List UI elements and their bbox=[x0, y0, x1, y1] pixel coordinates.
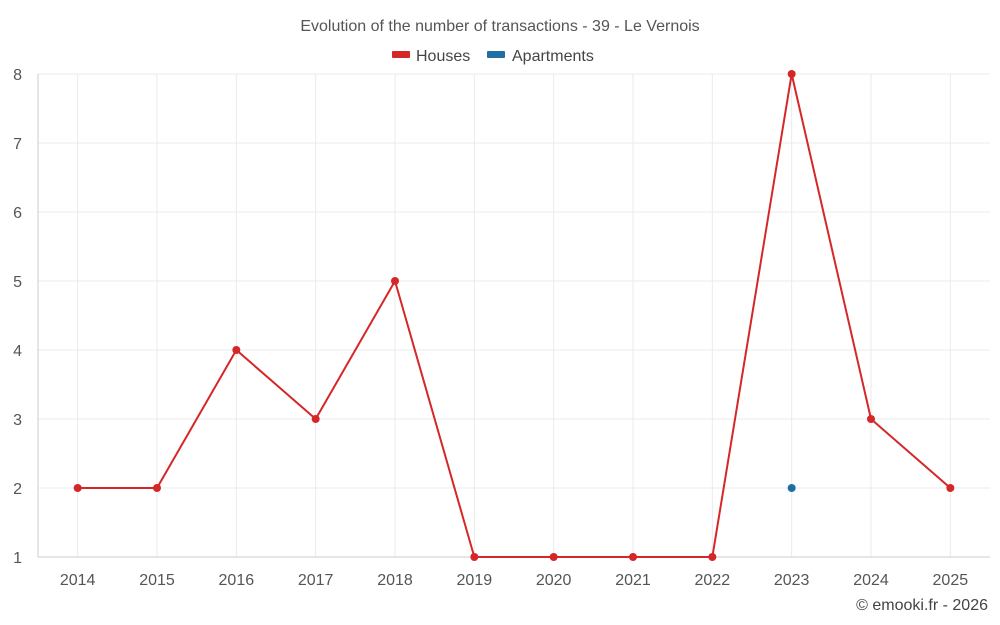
legend-label-houses[interactable]: Houses bbox=[416, 48, 470, 65]
x-tick-label: 2025 bbox=[933, 572, 969, 589]
y-tick-label: 4 bbox=[13, 343, 22, 360]
chart-title: Evolution of the number of transactions … bbox=[300, 18, 699, 35]
data-point-apartments[interactable] bbox=[787, 484, 796, 492]
y-tick-label: 1 bbox=[13, 550, 22, 567]
legend-swatch-houses bbox=[392, 51, 410, 58]
axes: 1 2 3 4 5 6 7 8 2014 2015 2016 2017 2018 2019 2020 2021… bbox=[13, 67, 990, 589]
x-tick-label: 2023 bbox=[774, 572, 810, 589]
x-tick-label: 2014 bbox=[60, 572, 96, 589]
data-point-houses[interactable] bbox=[232, 346, 241, 354]
data-point-houses[interactable] bbox=[73, 484, 82, 492]
data-point-houses[interactable] bbox=[787, 70, 796, 78]
y-tick-label: 6 bbox=[13, 205, 22, 222]
data-point-houses[interactable] bbox=[946, 484, 955, 492]
legend-label-apartments[interactable]: Apartments bbox=[512, 48, 594, 65]
y-tick-label: 7 bbox=[13, 136, 22, 153]
data-point-houses[interactable] bbox=[391, 277, 399, 285]
x-tick-label: 2015 bbox=[139, 572, 175, 589]
x-tick-label: 2021 bbox=[615, 572, 651, 589]
credit-text: © emooki.fr - 2026 bbox=[856, 597, 988, 614]
legend: Houses Apartments bbox=[392, 48, 594, 65]
data-point-houses[interactable] bbox=[549, 553, 558, 561]
x-tick-label: 2020 bbox=[536, 572, 572, 589]
data-point-houses[interactable] bbox=[867, 415, 875, 423]
data-point-houses[interactable] bbox=[153, 484, 161, 492]
x-tick-label: 2024 bbox=[853, 572, 889, 589]
series bbox=[73, 70, 955, 561]
x-tick-label: 2018 bbox=[377, 572, 413, 589]
data-point-houses[interactable] bbox=[708, 553, 717, 561]
y-tick-label: 5 bbox=[13, 274, 22, 291]
y-tick-label: 3 bbox=[13, 412, 22, 429]
series-line-houses bbox=[77, 73, 951, 558]
legend-swatch-apartments bbox=[487, 51, 505, 58]
data-point-houses[interactable] bbox=[470, 553, 479, 561]
x-tick-label: 2022 bbox=[695, 572, 731, 589]
y-tick-label: 8 bbox=[13, 67, 22, 84]
y-tick-label: 2 bbox=[13, 481, 22, 498]
x-tick-label: 2017 bbox=[298, 572, 334, 589]
data-point-houses[interactable] bbox=[629, 553, 637, 561]
data-point-houses[interactable] bbox=[311, 415, 320, 423]
x-tick-label: 2016 bbox=[219, 572, 255, 589]
grid bbox=[38, 73, 990, 557]
x-tick-label: 2019 bbox=[457, 572, 493, 589]
